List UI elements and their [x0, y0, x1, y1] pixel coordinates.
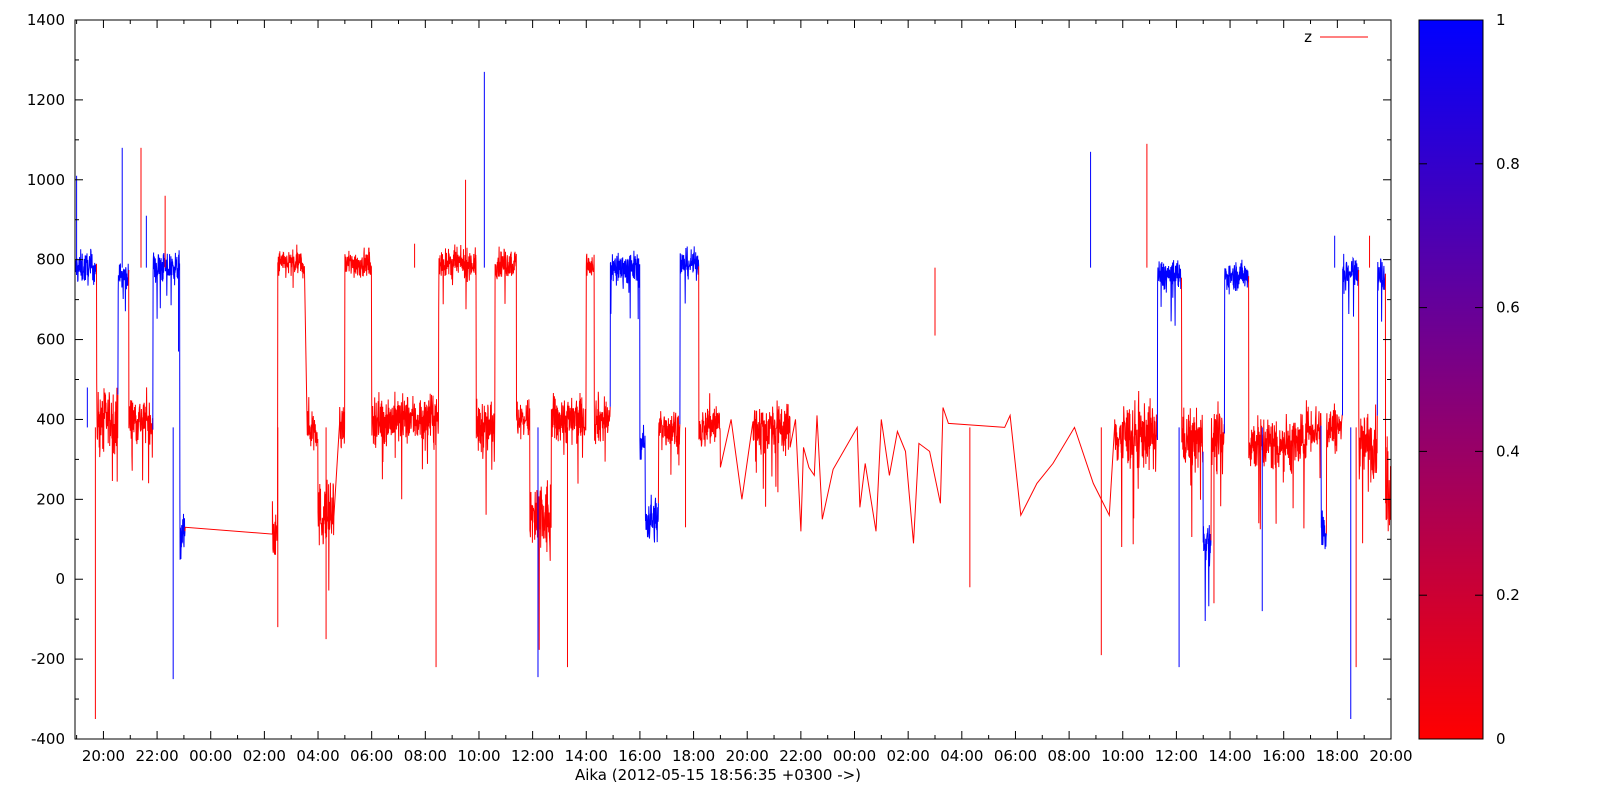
y-tick-label: 400 — [36, 410, 65, 428]
colorbar-tick-label: 0.8 — [1496, 155, 1520, 173]
x-tick-label: 12:00 — [511, 747, 554, 765]
trace-blue — [74, 248, 97, 286]
x-tick-label: 10:00 — [1101, 747, 1144, 765]
x-tick-label: 20:00 — [726, 747, 769, 765]
x-tick-label: 10:00 — [457, 747, 500, 765]
colorbar-ticks: 1 0.8 0.6 0.4 0.2 0 — [1419, 11, 1520, 748]
trace-blue — [1320, 425, 1327, 550]
trace-red — [1210, 401, 1225, 541]
x-tick-label: 04:00 — [940, 747, 983, 765]
colorbar-tick-label: 0 — [1496, 730, 1506, 748]
plot-border — [74, 19, 1392, 740]
x-tick-label: 16:00 — [1262, 747, 1305, 765]
trace-red — [184, 244, 611, 650]
y-tick-label: 1400 — [27, 11, 65, 29]
trace-red — [657, 411, 681, 504]
x-tick-label: 20:00 — [1369, 747, 1412, 765]
trace-blue — [1223, 259, 1250, 434]
trace-blue — [1342, 253, 1360, 416]
x-tick-label: 02:00 — [243, 747, 286, 765]
y-tick-label: 800 — [36, 251, 65, 269]
x-tick-label: 16:00 — [618, 747, 661, 765]
colorbar-tick-label: 0.4 — [1496, 442, 1520, 460]
colorbar-tick-label: 0.6 — [1496, 299, 1520, 317]
x-tick-label: 18:00 — [1316, 747, 1359, 765]
x-tick-label: 12:00 — [1155, 747, 1198, 765]
x-tick-label: 02:00 — [887, 747, 930, 765]
trace-blue — [679, 246, 700, 425]
trace-red — [1248, 276, 1322, 530]
trace-red — [1325, 403, 1343, 534]
x-tick-label: 20:00 — [82, 747, 125, 765]
x-tick-label: 04:00 — [296, 747, 339, 765]
x-tick-label: 22:00 — [135, 747, 178, 765]
y-tick-label: 0 — [55, 570, 65, 588]
x-tick-label: 06:00 — [994, 747, 1037, 765]
y-tick-label: 1000 — [27, 171, 65, 189]
x-tick-label: 00:00 — [189, 747, 232, 765]
trace-red — [96, 263, 119, 482]
trace-blue — [117, 263, 130, 395]
y-tick-label: 1200 — [27, 91, 65, 109]
x-tick-label: 00:00 — [833, 747, 876, 765]
trace-blue — [1376, 258, 1386, 416]
trace-red — [698, 266, 1158, 548]
legend-label: z — [1304, 28, 1312, 46]
trace-blue — [152, 250, 186, 560]
legend: z — [1304, 28, 1368, 46]
trace-red — [1358, 270, 1378, 544]
trace-red — [128, 269, 154, 484]
x-tick-label: 14:00 — [1208, 747, 1251, 765]
trace-blue — [1156, 260, 1182, 441]
x-axis-label: Aika (2012-05-15 18:56:35 +0300 ->) — [575, 766, 861, 784]
y-tick-label: -200 — [31, 650, 65, 668]
x-tick-label: 08:00 — [404, 747, 447, 765]
x-tick-label: 18:00 — [672, 747, 715, 765]
y-tick-label: 600 — [36, 331, 65, 349]
trace-blue — [1202, 451, 1212, 622]
trace-red — [1384, 273, 1392, 532]
x-tick-label: 22:00 — [779, 747, 822, 765]
x-axis: 20:00 22:00 00:00 02:00 04:00 06:00 08:00 10:00… — [76, 20, 1413, 765]
y-tick-label: 200 — [36, 490, 65, 508]
trace-blue — [609, 250, 659, 543]
trace-red — [1181, 277, 1204, 538]
x-tick-label: 14:00 — [565, 747, 608, 765]
x-tick-label: 08:00 — [1047, 747, 1090, 765]
colorbar-gradient — [1418, 19, 1484, 740]
y-axis: 1400 1200 1000 800 600 400 200 0 -200 -400 — [27, 11, 1391, 748]
colorbar-tick-label: 1 — [1496, 11, 1506, 29]
y-tick-label: -400 — [31, 730, 65, 748]
colorbar — [1418, 19, 1484, 740]
plot-area — [74, 19, 1392, 740]
colorbar-tick-label: 0.2 — [1496, 586, 1520, 604]
x-tick-label: 06:00 — [350, 747, 393, 765]
